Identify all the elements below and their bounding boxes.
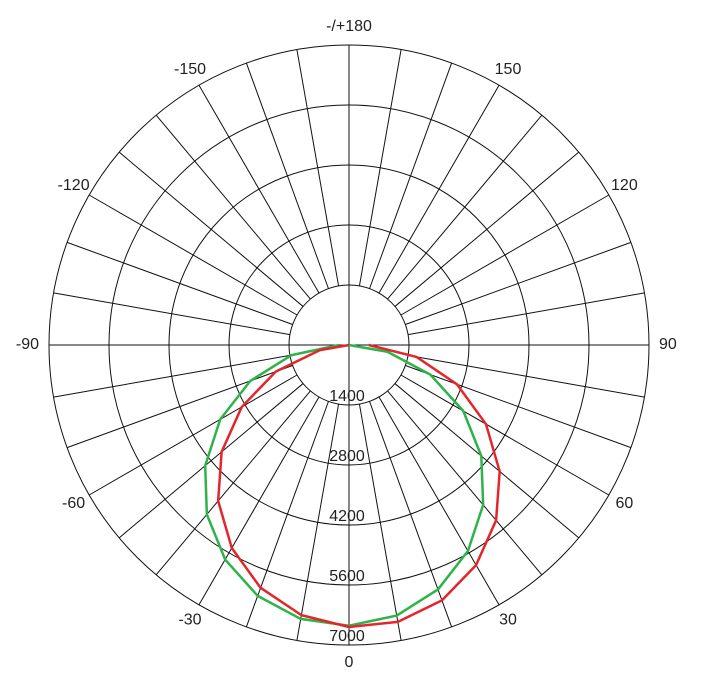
angle-tick-label: -30 [178,612,201,629]
angle-tick-label: -/+180 [326,18,372,35]
grid-ring [168,164,530,526]
angle-tick-label: 60 [615,495,633,512]
grid-ring [48,44,650,646]
angle-tick-label: 0 [345,654,354,671]
grid-ring [288,284,410,406]
angle-tick-label: -60 [62,495,85,512]
r-tick-label: 2800 [329,448,365,465]
angle-tick-label: -150 [174,61,206,78]
grid-ring [228,224,470,466]
angle-tick-label: 150 [495,61,522,78]
grid-ring [108,104,590,586]
angle-tick-label: -90 [16,336,39,353]
r-tick-label: 4200 [329,508,365,525]
r-tick-label: 5600 [329,568,365,585]
r-tick-label: 7000 [329,628,365,645]
series-line [203,343,485,627]
series-line [216,343,501,629]
angle-tick-label: 90 [659,336,677,353]
angle-tick-label: 120 [611,177,638,194]
r-tick-label: 1400 [329,388,365,405]
angle-tick-label: 30 [499,612,517,629]
angle-tick-label: -120 [58,177,90,194]
